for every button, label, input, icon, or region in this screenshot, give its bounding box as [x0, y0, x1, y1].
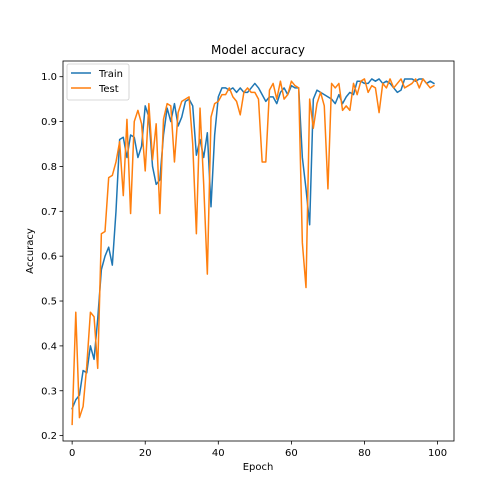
y-tick-label: 0.9 — [41, 117, 57, 128]
plot-area — [71, 78, 435, 426]
x-tick-label: 80 — [358, 448, 371, 459]
chart-title: Model accuracy — [211, 43, 305, 57]
y-tick-label: 0.6 — [41, 252, 57, 263]
y-tick-label: 0.3 — [41, 386, 57, 397]
y-tick-label: 0.2 — [41, 431, 57, 442]
y-tick-label: 0.8 — [41, 162, 57, 173]
y-tick-label: 1.0 — [41, 72, 57, 83]
x-axis-label: Epoch — [243, 462, 274, 473]
y-tick-label: 0.4 — [41, 341, 57, 352]
x-tick-label: 60 — [285, 448, 298, 459]
legend-label-train: Train — [98, 69, 123, 80]
series-line-train — [71, 78, 435, 410]
x-tick-label: 100 — [428, 448, 447, 459]
x-tick-label: 40 — [212, 448, 225, 459]
series-line-test — [71, 78, 435, 426]
x-tick-label: 0 — [69, 448, 75, 459]
y-axis-label: Accuracy — [25, 228, 36, 274]
y-tick-label: 0.5 — [41, 297, 57, 308]
axis-ticks: 0 20 40 60 80 100 0.2 0.3 0.4 0.5 0.6 0.7 0.8 0.9 1.0 — [41, 72, 447, 459]
legend-label-test: Test — [98, 84, 119, 95]
legend: Train Test — [66, 63, 130, 101]
axes-frame — [62, 60, 455, 442]
y-tick-label: 0.7 — [41, 207, 57, 218]
x-tick-label: 20 — [139, 448, 152, 459]
